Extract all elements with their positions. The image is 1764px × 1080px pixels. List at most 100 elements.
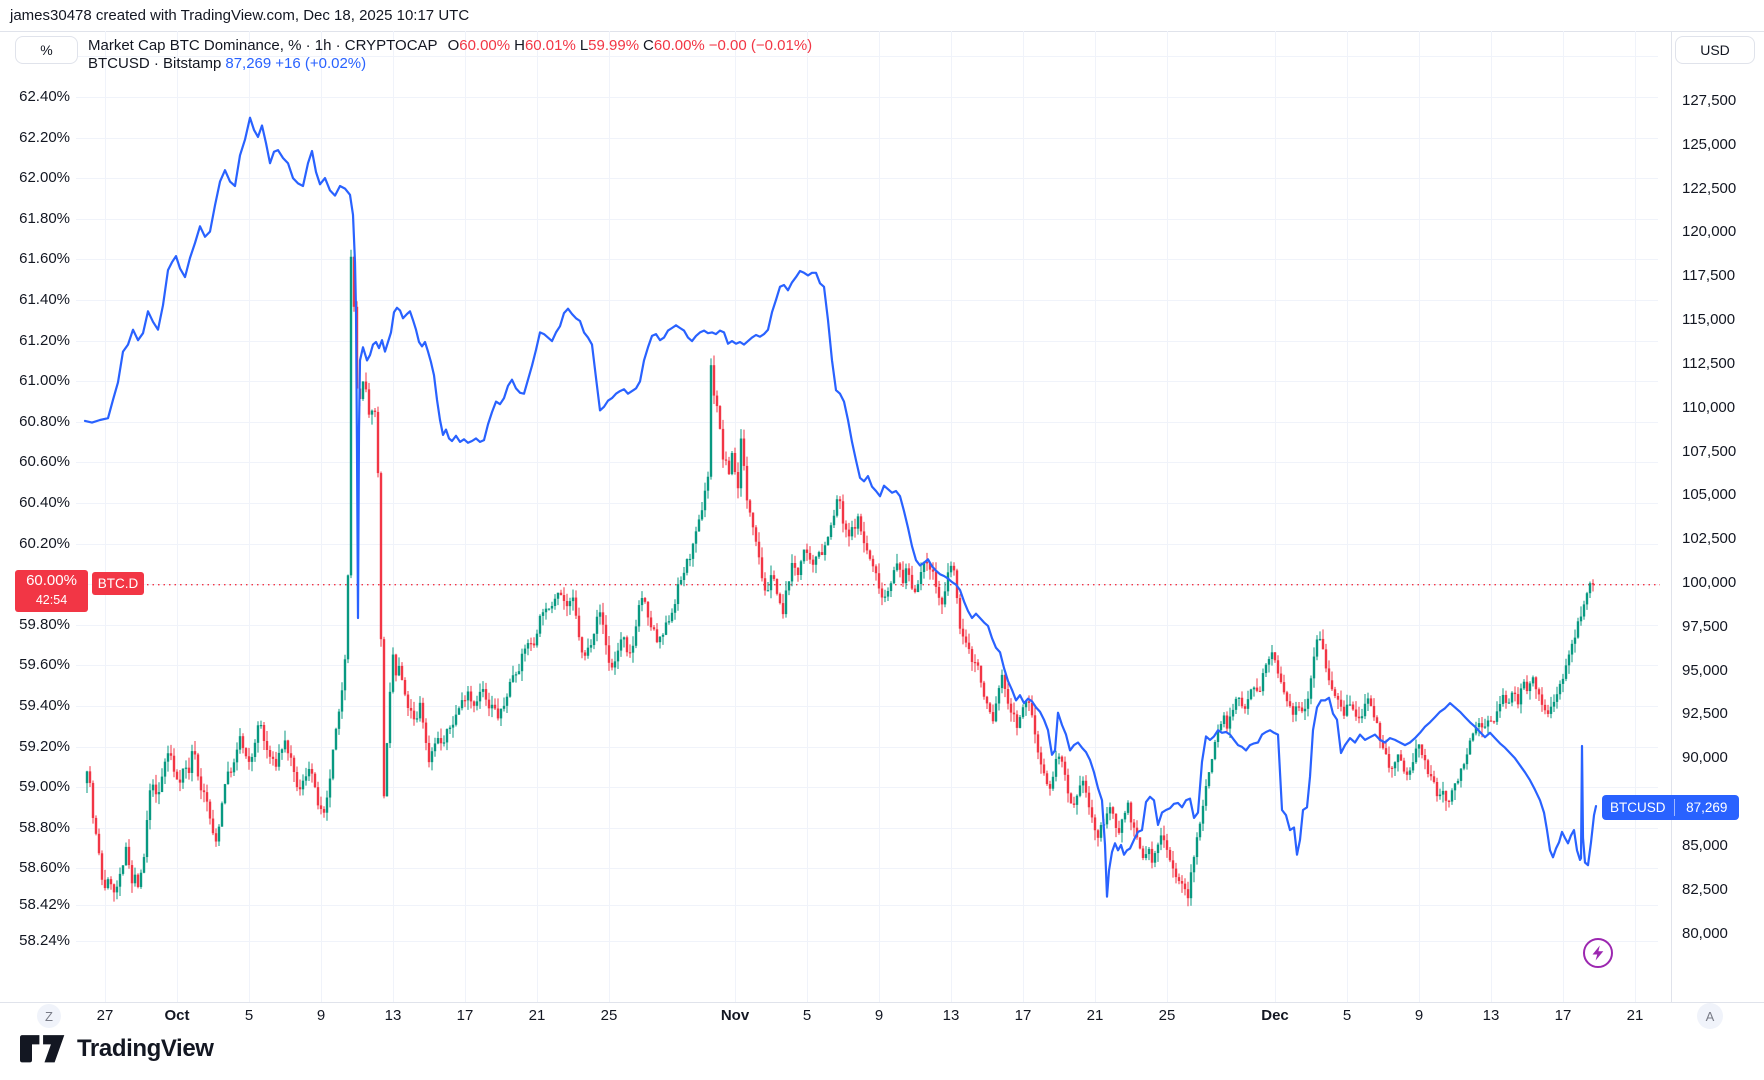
time-axis-label: 9	[316, 1007, 326, 1024]
right-axis-label: 92,500	[1682, 705, 1728, 723]
usd-scale-button[interactable]: USD	[1675, 36, 1755, 64]
time-axis-label: 13	[1482, 1007, 1500, 1024]
btcd-symbol-tag: BTC.D	[92, 572, 144, 595]
time-axis-label: 17	[456, 1007, 474, 1024]
btcusd-axis-price-label: BTCUSD 87,269	[1602, 795, 1739, 820]
tradingview-logo-text: TradingView	[77, 1035, 214, 1062]
left-axis-label: 62.20%	[19, 128, 70, 146]
timezone-badge[interactable]: Z	[37, 1004, 61, 1028]
left-axis-label: 59.40%	[19, 697, 70, 714]
btcd-price-value: 60.00%	[26, 572, 77, 589]
time-axis-label: 17	[1554, 1007, 1572, 1024]
left-axis-label: 61.60%	[19, 250, 70, 268]
price-axis-border	[1671, 31, 1672, 1002]
legend-btcusd[interactable]: BTCUSD · Bitstamp 87,269 +16 (+0.02%)	[88, 55, 366, 74]
left-axis-label: 61.20%	[19, 331, 70, 349]
left-axis-label: 62.00%	[19, 169, 70, 187]
time-axis-label: 5	[802, 1007, 812, 1024]
btcd-bar-countdown: 42:54	[35, 593, 68, 607]
left-axis-label: 62.40%	[19, 88, 70, 105]
time-axis-label: 13	[384, 1007, 402, 1024]
ohlc-close-value: 60.00%	[653, 37, 705, 54]
series-title-btcd: Market Cap BTC Dominance, % · 1h · CRYPT…	[88, 37, 438, 54]
time-axis-label: 9	[874, 1007, 884, 1024]
left-axis-label: 58.60%	[19, 859, 70, 877]
time-axis-label: 25	[600, 1007, 618, 1024]
chart-top-border	[0, 31, 1764, 32]
right-axis-label: 100,000	[1682, 573, 1737, 591]
time-axis-label: 13	[942, 1007, 960, 1024]
right-axis-label: 85,000	[1682, 836, 1728, 854]
left-axis-label: 60.80%	[19, 412, 70, 430]
auto-scale-badge[interactable]: A	[1697, 1003, 1723, 1029]
right-axis-label: 120,000	[1682, 223, 1737, 241]
btcd-candlestick-series	[85, 249, 1595, 907]
btcusd-change-value: +16 (+0.02%)	[275, 55, 367, 72]
time-axis-label: Oct	[164, 1007, 190, 1024]
ohlc-high-value: 60.01%	[524, 37, 576, 54]
right-axis-label: 97,500	[1682, 617, 1728, 635]
right-axis-label: 112,500	[1682, 354, 1736, 372]
btcd-change-value: −0.00 (−0.01%)	[708, 37, 813, 54]
btcusd-line-series	[83, 116, 1598, 898]
attribution-text: james30478 created with TradingView.com,…	[10, 7, 470, 24]
pill-divider	[1673, 799, 1675, 816]
left-axis-label: 61.00%	[19, 372, 70, 390]
btcusd-symbol-tag: BTCUSD	[1610, 800, 1666, 815]
right-axis-label: 105,000	[1682, 486, 1737, 504]
time-axis-label: 25	[1158, 1007, 1176, 1024]
right-axis-label: 110,000	[1682, 398, 1736, 416]
right-axis-label: 117,500	[1682, 267, 1736, 285]
left-axis-label: 59.60%	[19, 656, 70, 674]
ohlc-low-key: L	[579, 37, 589, 54]
right-axis-label: 80,000	[1682, 924, 1728, 942]
right-axis-label: 90,000	[1682, 749, 1728, 767]
boost-lightning-icon[interactable]	[1582, 937, 1614, 969]
ohlc-close-key: C	[643, 37, 654, 54]
right-axis-label: 82,500	[1682, 880, 1728, 898]
series-title-btcusd: BTCUSD · Bitstamp	[88, 55, 222, 72]
time-axis-border	[0, 1002, 1764, 1003]
time-axis-label: 21	[1626, 1007, 1644, 1024]
left-axis-label: 60.60%	[19, 453, 70, 471]
left-axis-label: 58.80%	[19, 818, 70, 836]
btcd-axis-price-label: 60.00% 42:54	[15, 570, 88, 612]
left-axis-label: 59.00%	[19, 778, 70, 796]
time-axis-label: 5	[1342, 1007, 1352, 1024]
btcusd-price-value: 87,269	[1686, 800, 1728, 815]
left-axis-label: 60.20%	[19, 534, 70, 552]
tradingview-logo[interactable]: TradingView	[20, 1034, 214, 1064]
ohlc-open-key: O	[447, 37, 460, 54]
left-axis-label: 60.40%	[19, 494, 70, 511]
time-axis-label: Nov	[720, 1007, 750, 1024]
time-axis-label: Dec	[1261, 1007, 1289, 1024]
right-axis-label: 125,000	[1682, 135, 1737, 153]
right-axis-label: 95,000	[1682, 661, 1728, 679]
time-axis-label: 27	[96, 1007, 114, 1024]
left-axis-label: 61.40%	[19, 291, 70, 308]
time-axis-label: 17	[1014, 1007, 1032, 1024]
legend-btc-dominance[interactable]: Market Cap BTC Dominance, % · 1h · CRYPT…	[88, 37, 812, 56]
time-axis-label: 9	[1414, 1007, 1424, 1024]
percent-scale-button[interactable]: %	[15, 36, 78, 64]
left-axis-label: 59.20%	[19, 737, 70, 755]
left-axis-label: 58.24%	[19, 932, 70, 950]
left-axis-label: 58.42%	[19, 895, 70, 913]
btcusd-last-value: 87,269	[225, 55, 272, 72]
time-axis-label: 5	[244, 1007, 254, 1024]
right-axis-label: 115,000	[1682, 311, 1736, 329]
time-axis-label: 21	[528, 1007, 546, 1024]
left-axis-label: 59.80%	[19, 615, 70, 633]
time-axis-label: 21	[1086, 1007, 1104, 1024]
right-axis-label: 107,500	[1682, 442, 1737, 460]
ohlc-high-key: H	[514, 37, 525, 54]
grid-lines	[76, 31, 1658, 1002]
right-axis-label: 127,500	[1682, 92, 1737, 109]
left-axis-label: 61.80%	[19, 209, 70, 227]
right-axis-label: 122,500	[1682, 179, 1737, 197]
ohlc-open-value: 60.00%	[459, 37, 511, 54]
ohlc-low-value: 59.99%	[588, 37, 640, 54]
tradingview-logo-mark	[20, 1035, 65, 1063]
